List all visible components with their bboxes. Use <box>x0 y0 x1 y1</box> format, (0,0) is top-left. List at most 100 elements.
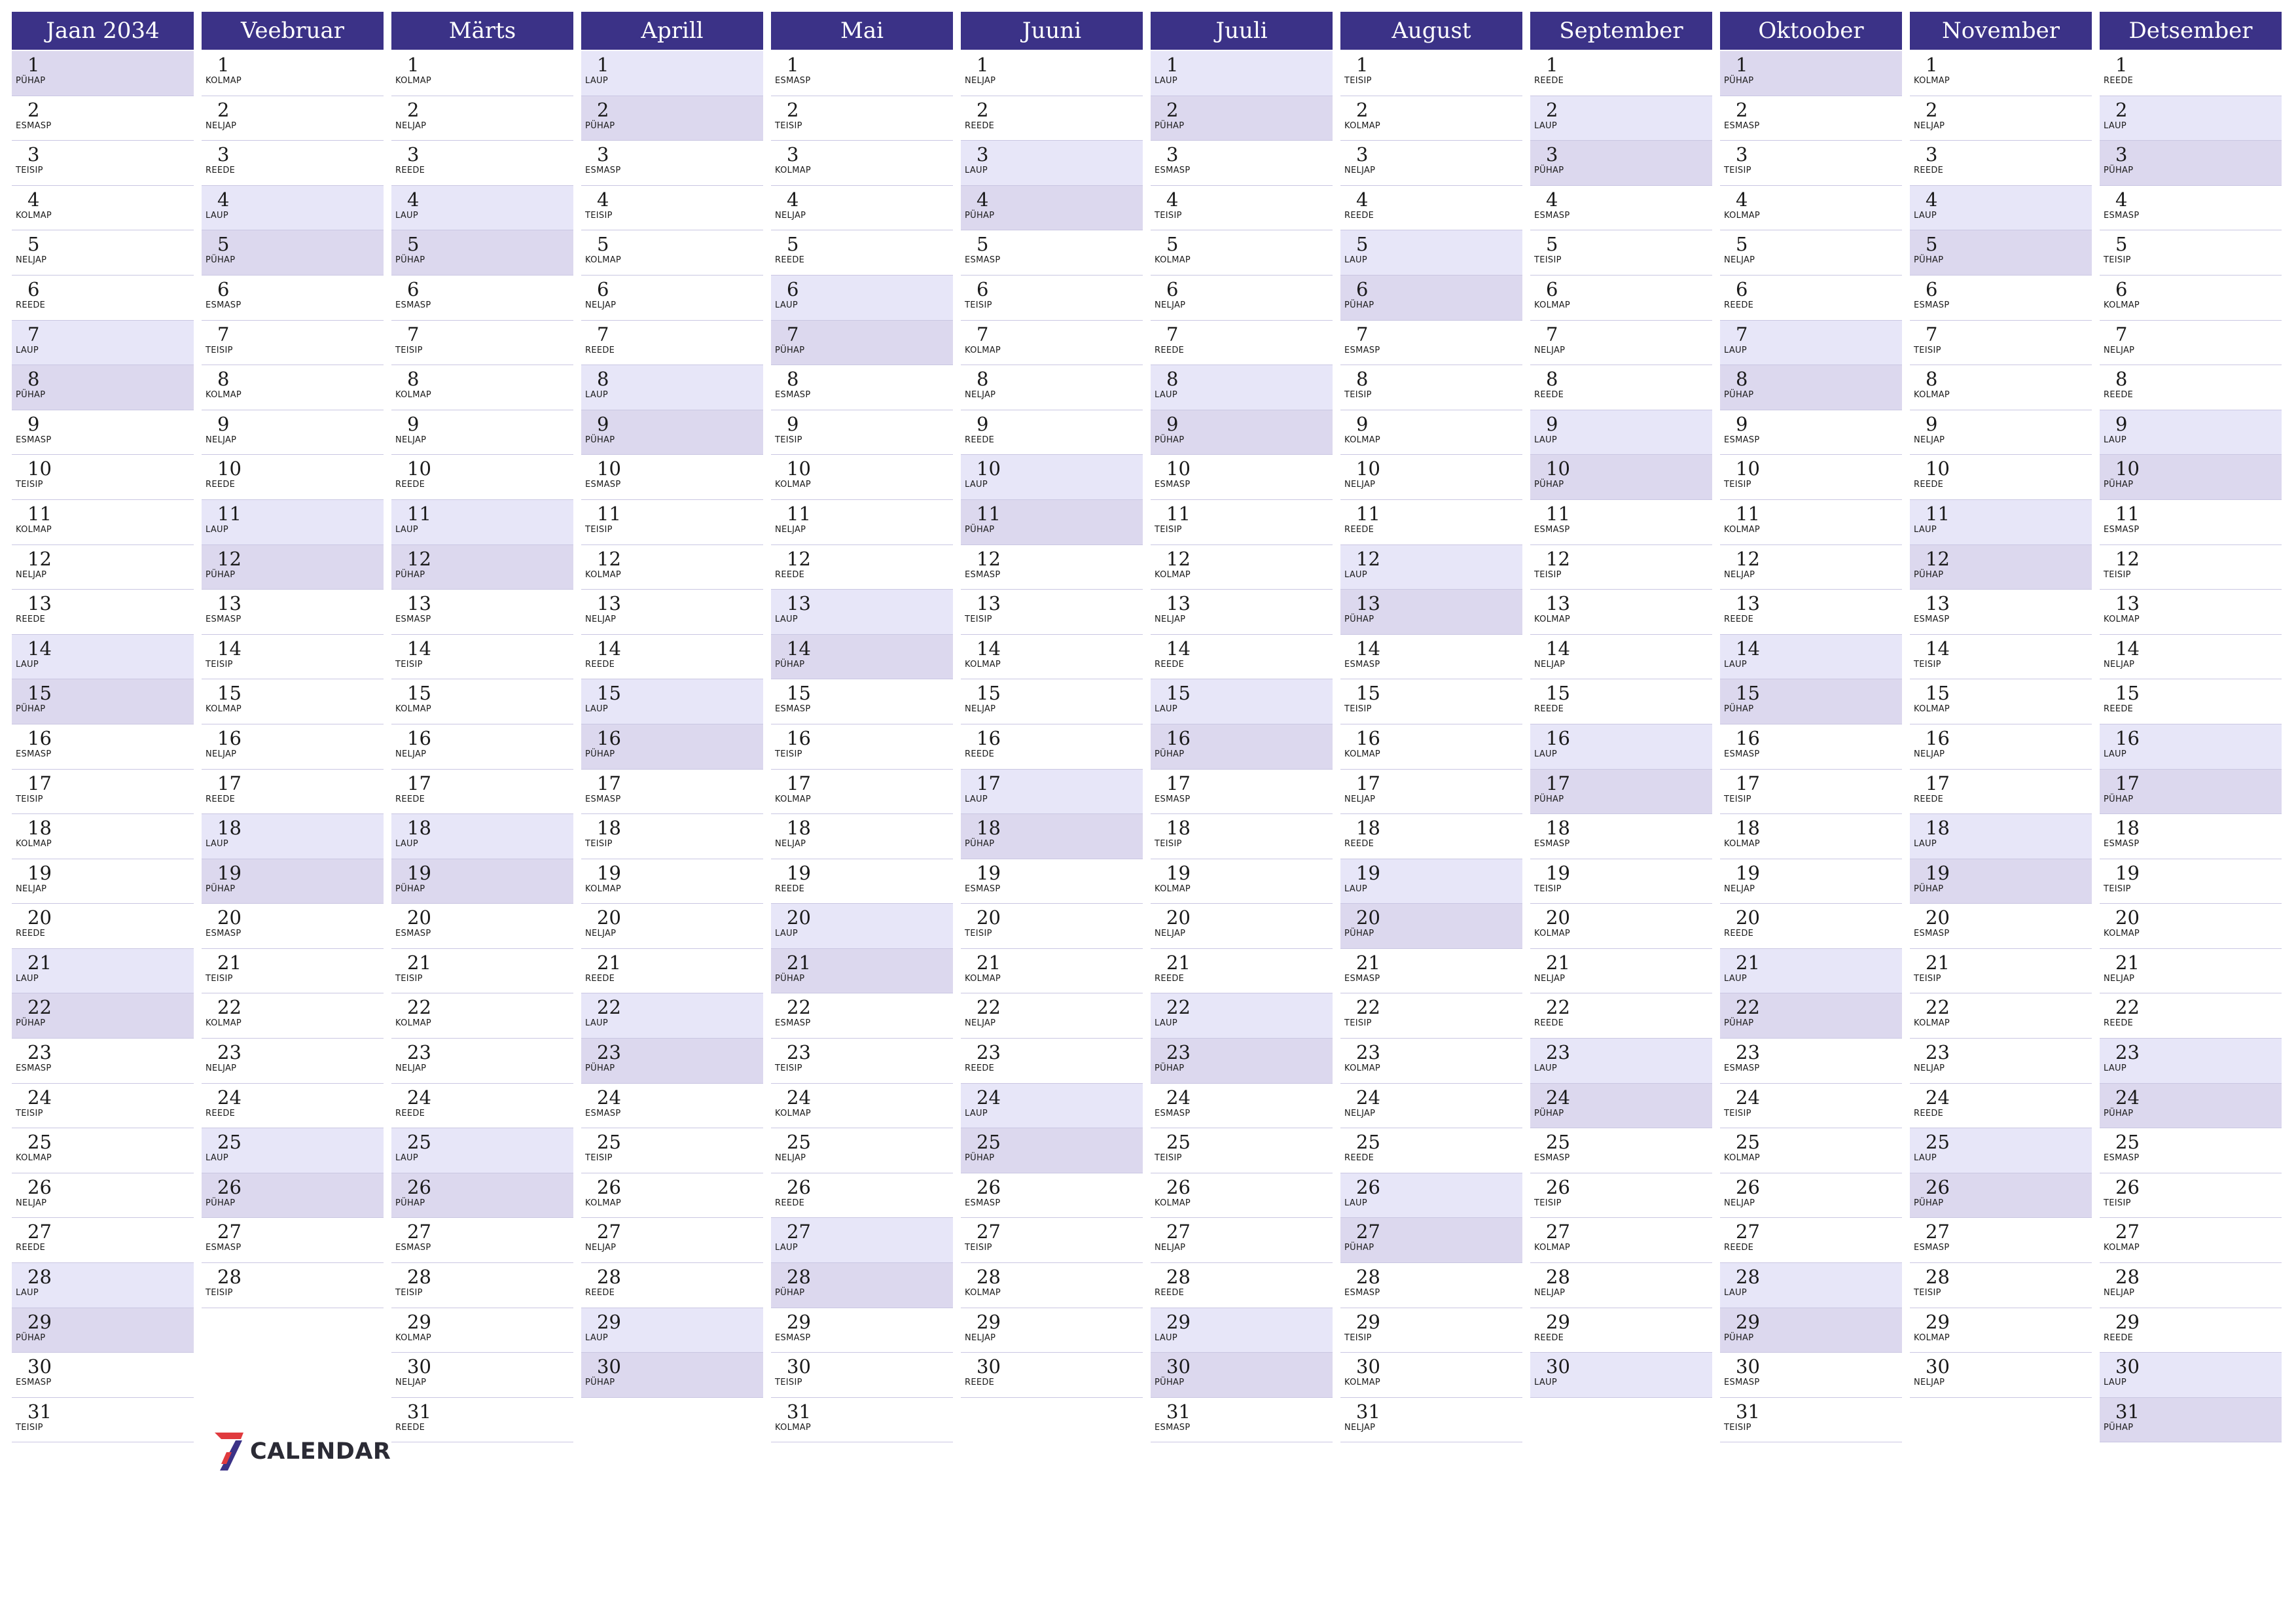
weekday-label: LAUP <box>2104 120 2126 131</box>
day-number: 14 <box>27 637 52 660</box>
day-number: 18 <box>1546 817 1570 840</box>
weekday-label: ESMASP <box>965 883 1001 894</box>
day-cell: 29 REEDE <box>1530 1308 1712 1353</box>
weekday-label: PÜHAP <box>775 659 805 669</box>
weekday-label: PÜHAP <box>1914 569 1944 580</box>
calendar-logo: CALENDAR <box>212 1429 391 1474</box>
weekday-label: PÜHAP <box>1534 1108 1564 1118</box>
day-number: 4 <box>2115 188 2128 211</box>
day-cell: 23 PÜHAP <box>1151 1039 1333 1084</box>
weekday-label: NELJAP <box>2104 1288 2135 1298</box>
day-cell: 28 LAUP <box>1720 1263 1902 1308</box>
day-number: 25 <box>407 1131 431 1154</box>
day-cell: 18 LAUP <box>202 814 384 859</box>
day-cell: 28 LAUP <box>12 1263 194 1308</box>
day-number: 28 <box>1546 1266 1570 1289</box>
day-cell: 4 NELJAP <box>771 186 953 231</box>
weekday-label: LAUP <box>1344 883 1367 894</box>
weekday-label: KOLMAP <box>16 524 52 535</box>
day-cell: 16 LAUP <box>1530 724 1712 770</box>
weekday-label: REEDE <box>206 166 236 176</box>
day-cell: 10 NELJAP <box>1340 455 1522 500</box>
day-cell: 15 TEISIP <box>1340 679 1522 724</box>
day-number: 26 <box>787 1175 811 1198</box>
weekday-label: KOLMAP <box>206 390 242 401</box>
day-number: 24 <box>407 1086 431 1109</box>
weekday-label: REEDE <box>2104 76 2134 86</box>
day-cell: 4 TEISIP <box>581 186 763 231</box>
day-cell: 23 LAUP <box>2100 1039 2282 1084</box>
day-number: 23 <box>1546 1041 1570 1064</box>
day-number: 12 <box>217 547 242 570</box>
day-cell: 22 REEDE <box>2100 993 2282 1039</box>
weekday-label: ESMASP <box>395 615 431 625</box>
day-number: 13 <box>1736 592 1760 615</box>
day-cell: 28 REEDE <box>581 1263 763 1308</box>
weekday-label: PÜHAP <box>395 255 425 266</box>
day-number: 25 <box>1736 1131 1760 1154</box>
day-number: 20 <box>787 906 811 929</box>
seven-logo-icon <box>215 1433 243 1471</box>
weekday-label: LAUP <box>1534 749 1557 759</box>
day-cell: 30 PÜHAP <box>581 1353 763 1398</box>
day-number: 19 <box>1356 861 1380 884</box>
day-number: 11 <box>787 502 811 525</box>
day-cell: 7 TEISIP <box>391 321 573 366</box>
day-cell: 11 NELJAP <box>771 500 953 545</box>
weekday-label: PÜHAP <box>16 390 46 401</box>
weekday-label: ESMASP <box>1914 929 1950 939</box>
day-number: 9 <box>1926 412 1938 435</box>
day-cell: 4 KOLMAP <box>1720 186 1902 231</box>
weekday-label: LAUP <box>585 704 608 715</box>
weekday-label: PÜHAP <box>775 1288 805 1298</box>
day-number: 30 <box>1736 1355 1760 1378</box>
day-number: 30 <box>27 1355 52 1378</box>
day-number: 26 <box>597 1175 621 1198</box>
weekday-label: ESMASP <box>1724 435 1760 445</box>
day-cell: 30 PÜHAP <box>1151 1353 1333 1398</box>
weekday-label: LAUP <box>16 659 39 669</box>
weekday-label: PÜHAP <box>1155 120 1185 131</box>
day-cell: 8 ESMASP <box>771 365 953 410</box>
day-cell: 18 REEDE <box>1340 814 1522 859</box>
day-number: 1 <box>977 54 989 76</box>
weekday-label: LAUP <box>395 1153 418 1164</box>
weekday-label: REEDE <box>1155 659 1185 669</box>
day-number: 18 <box>1736 817 1760 840</box>
day-cell: 16 NELJAP <box>1910 724 2092 770</box>
day-cell: 9 PÜHAP <box>1151 410 1333 455</box>
day-number: 14 <box>1926 637 1950 660</box>
weekday-label: TEISIP <box>775 1378 802 1388</box>
day-number: 14 <box>1166 637 1191 660</box>
weekday-label: LAUP <box>206 839 228 849</box>
day-number: 31 <box>1736 1400 1760 1423</box>
day-cell: 30 REEDE <box>961 1353 1143 1398</box>
day-number: 19 <box>27 861 52 884</box>
day-cell: 27 ESMASP <box>1910 1218 2092 1264</box>
day-number: 24 <box>1356 1086 1380 1109</box>
day-number: 12 <box>1356 547 1380 570</box>
weekday-label: LAUP <box>1155 1332 1177 1343</box>
weekday-label: KOLMAP <box>775 1422 812 1433</box>
day-number: 16 <box>1166 726 1191 749</box>
day-number: 11 <box>1736 502 1760 525</box>
day-cell: 9 LAUP <box>1530 410 1712 455</box>
weekday-label: PÜHAP <box>1344 300 1374 310</box>
weekday-label: PÜHAP <box>585 1063 615 1074</box>
weekday-label: ESMASP <box>775 1332 811 1343</box>
day-cell: 4 ESMASP <box>2100 186 2282 231</box>
weekday-label: KOLMAP <box>1914 704 1950 715</box>
day-number: 28 <box>1356 1266 1380 1289</box>
weekday-label: NELJAP <box>1724 883 1755 894</box>
day-number: 4 <box>27 188 40 211</box>
weekday-label: ESMASP <box>1914 615 1950 625</box>
weekday-label: ESMASP <box>585 166 621 176</box>
day-number: 25 <box>787 1131 811 1154</box>
day-cell: 26 PÜHAP <box>1910 1173 2092 1219</box>
day-number: 1 <box>1736 54 1748 76</box>
weekday-label: LAUP <box>1534 120 1557 131</box>
day-cell: 11 TEISIP <box>581 500 763 545</box>
weekday-label: ESMASP <box>206 615 242 625</box>
day-number: 23 <box>1356 1041 1380 1064</box>
weekday-label: ESMASP <box>965 1198 1001 1208</box>
